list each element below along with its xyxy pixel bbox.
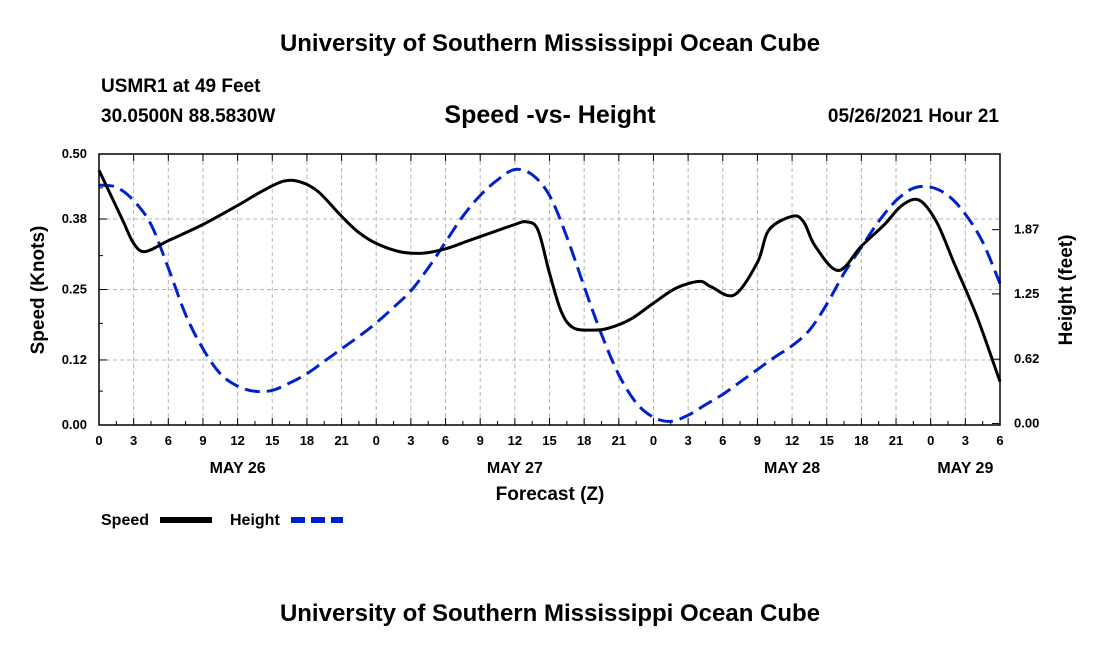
x-tick-label: 0 bbox=[373, 433, 380, 448]
x-tick-label: 21 bbox=[334, 433, 348, 448]
height-series-line bbox=[98, 167, 1002, 423]
x-tick-label: 3 bbox=[407, 433, 414, 448]
y-tick-label: 0.50 bbox=[62, 146, 87, 161]
y-tick-label: 0.25 bbox=[62, 282, 87, 297]
footer-title: University of Southern Mississippi Ocean… bbox=[279, 600, 821, 627]
chart-subtitle: Speed -vs- Height bbox=[444, 101, 656, 129]
y2-tick-label: 1.25 bbox=[1014, 286, 1039, 301]
x-tick-label: 12 bbox=[508, 433, 522, 448]
x-tick-label: 18 bbox=[300, 433, 314, 448]
y2-tick-label: 0.62 bbox=[1014, 351, 1039, 366]
date-label: MAY 27 bbox=[487, 460, 543, 477]
x-tick-label: 12 bbox=[785, 433, 799, 448]
y2-axis-title: Height (feet) bbox=[1056, 235, 1077, 346]
datestamp-label: 05/26/2021 Hour 21 bbox=[827, 106, 999, 127]
label-layer: 0 3 6 9 12 15 18 21 0 3 6 9 12 15 18 21 0 3 6 9 12 15 18 21 0 3 6M… bbox=[62, 146, 1040, 477]
y2-tick-label: 0.00 bbox=[1014, 415, 1039, 430]
tick-layer bbox=[98, 153, 1001, 426]
x-tick-label: 12 bbox=[230, 433, 244, 448]
coordinates-label: 30.0500N 88.5830W bbox=[101, 106, 276, 127]
x-tick-label: 18 bbox=[577, 433, 591, 448]
x-tick-label: 15 bbox=[819, 433, 833, 448]
speed-series-line bbox=[97, 169, 1002, 383]
x-axis-title: Forecast (Z) bbox=[496, 484, 605, 505]
y-tick-label: 0.00 bbox=[62, 417, 87, 432]
x-tick-label: 15 bbox=[542, 433, 556, 448]
x-tick-label: 0 bbox=[650, 433, 657, 448]
x-tick-label: 3 bbox=[130, 433, 137, 448]
legend-label-height: Height bbox=[230, 512, 280, 529]
y-tick-label: 0.38 bbox=[62, 211, 87, 226]
date-label: MAY 26 bbox=[210, 460, 266, 477]
x-tick-label: 6 bbox=[719, 433, 726, 448]
x-tick-label: 0 bbox=[95, 433, 102, 448]
x-tick-label: 9 bbox=[477, 433, 484, 448]
page-title: University of Southern Mississippi Ocean… bbox=[279, 30, 821, 57]
date-label: MAY 28 bbox=[764, 460, 820, 477]
y-axis-title: Speed (Knots) bbox=[28, 226, 49, 355]
x-tick-label: 21 bbox=[889, 433, 903, 448]
x-tick-label: 6 bbox=[442, 433, 449, 448]
x-tick-label: 6 bbox=[996, 433, 1003, 448]
legend-label-speed: Speed bbox=[101, 512, 149, 529]
station-label: USMR1 at 49 Feet bbox=[101, 76, 261, 97]
x-tick-label: 18 bbox=[854, 433, 868, 448]
date-label: MAY 29 bbox=[937, 460, 993, 477]
x-tick-label: 9 bbox=[754, 433, 761, 448]
x-tick-label: 3 bbox=[684, 433, 691, 448]
x-tick-label: 21 bbox=[612, 433, 626, 448]
x-tick-label: 3 bbox=[962, 433, 969, 448]
x-tick-label: 6 bbox=[165, 433, 172, 448]
legend: Speed Height bbox=[101, 512, 343, 529]
y2-tick-label: 1.87 bbox=[1014, 222, 1039, 237]
x-tick-label: 15 bbox=[265, 433, 279, 448]
x-tick-label: 0 bbox=[927, 433, 934, 448]
x-tick-label: 9 bbox=[199, 433, 206, 448]
y-tick-label: 0.12 bbox=[62, 352, 87, 367]
series-layer bbox=[97, 167, 1002, 423]
